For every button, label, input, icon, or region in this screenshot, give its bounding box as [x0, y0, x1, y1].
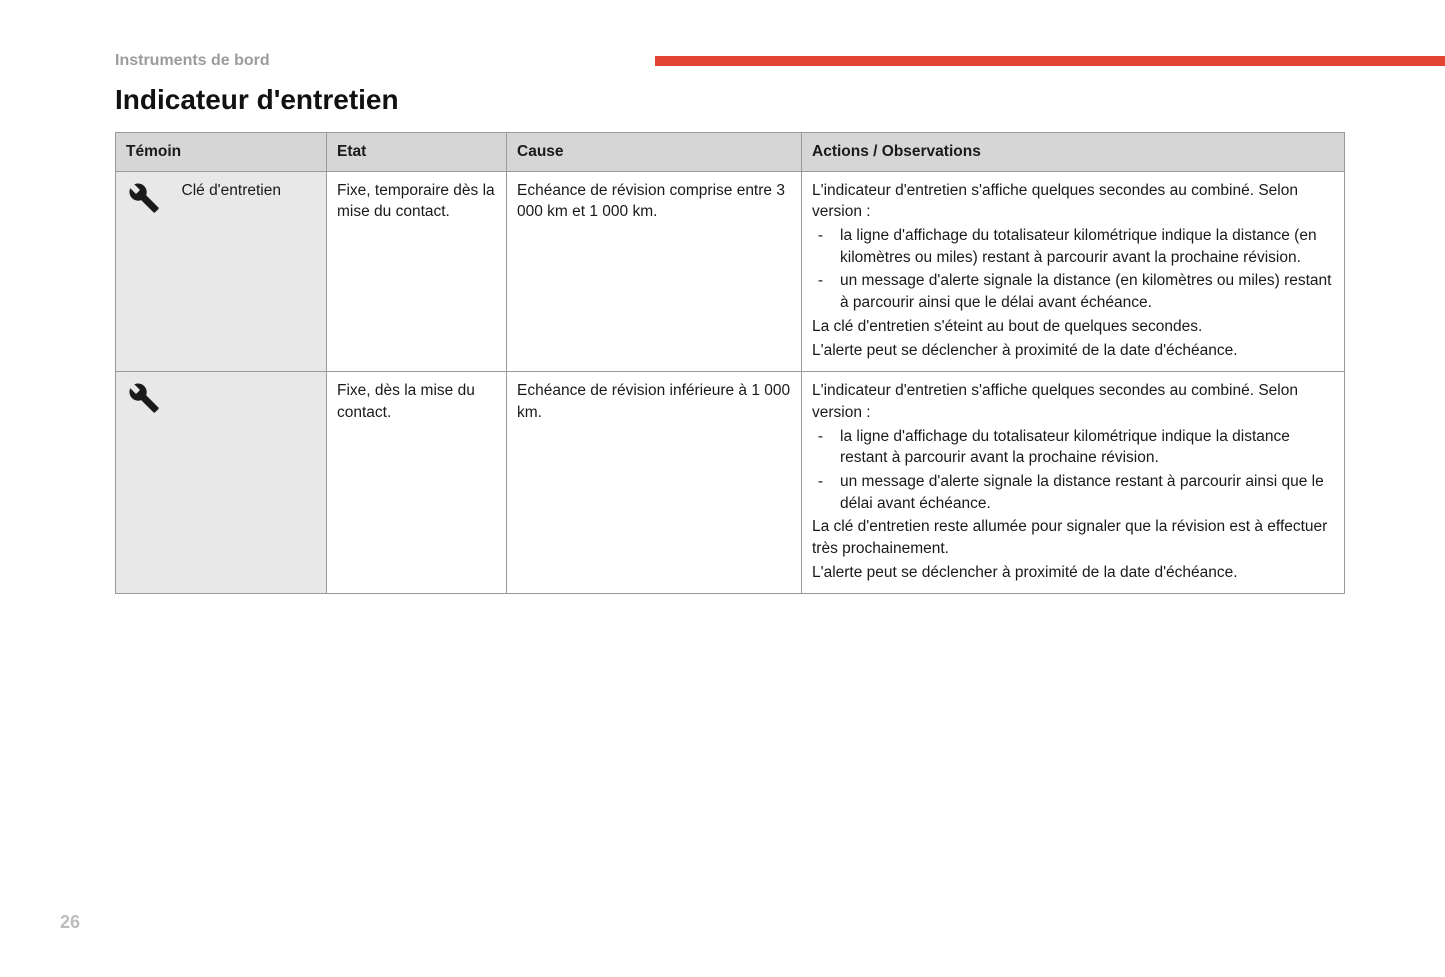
- accent-bar: [655, 56, 1445, 66]
- header-actions: Actions / Observations: [802, 133, 1345, 172]
- wrench-icon: [128, 182, 160, 214]
- indicator-name: [172, 372, 327, 594]
- page: Instruments de bord Indicateur d'entreti…: [0, 0, 1445, 977]
- page-title: Indicateur d'entretien: [115, 84, 1345, 116]
- actions-outro: L'alerte peut se déclencher à proximité …: [812, 340, 1334, 362]
- indicator-icon-cell: [116, 372, 172, 594]
- actions-bullet: la ligne d'affichage du totalisateur kil…: [836, 225, 1334, 268]
- page-number: 26: [60, 912, 80, 933]
- actions-outro: La clé d'entretien s'éteint au bout de q…: [812, 316, 1334, 338]
- indicator-actions: L'indicateur d'entretien s'affiche quelq…: [802, 171, 1345, 372]
- actions-intro: L'indicateur d'entretien s'affiche quelq…: [812, 180, 1334, 223]
- table-row: Fixe, dès la mise du contact. Echéance d…: [116, 372, 1345, 594]
- indicator-icon-cell: [116, 171, 172, 372]
- actions-list: la ligne d'affichage du totalisateur kil…: [812, 426, 1334, 515]
- indicator-name: Clé d'entretien: [172, 171, 327, 372]
- actions-intro: L'indicateur d'entretien s'affiche quelq…: [812, 380, 1334, 423]
- indicator-cause: Echéance de révision comprise entre 3 00…: [507, 171, 802, 372]
- indicator-etat: Fixe, dès la mise du contact.: [327, 372, 507, 594]
- table-header-row: Témoin Etat Cause Actions / Observations: [116, 133, 1345, 172]
- header-temoin: Témoin: [116, 133, 327, 172]
- actions-list: la ligne d'affichage du totalisateur kil…: [812, 225, 1334, 314]
- header-etat: Etat: [327, 133, 507, 172]
- actions-bullet: un message d'alerte signale la distance …: [836, 471, 1334, 514]
- service-indicator-table: Témoin Etat Cause Actions / Observations…: [115, 132, 1345, 594]
- actions-bullet: un message d'alerte signale la distance …: [836, 270, 1334, 313]
- actions-outro: La clé d'entretien reste allumée pour si…: [812, 516, 1334, 559]
- table-row: Clé d'entretien Fixe, temporaire dès la …: [116, 171, 1345, 372]
- indicator-cause: Echéance de révision inférieure à 1 000 …: [507, 372, 802, 594]
- indicator-actions: L'indicateur d'entretien s'affiche quelq…: [802, 372, 1345, 594]
- actions-outro: L'alerte peut se déclencher à proximité …: [812, 562, 1334, 584]
- wrench-icon: [128, 382, 160, 414]
- header-cause: Cause: [507, 133, 802, 172]
- indicator-etat: Fixe, temporaire dès la mise du contact.: [327, 171, 507, 372]
- actions-bullet: la ligne d'affichage du totalisateur kil…: [836, 426, 1334, 469]
